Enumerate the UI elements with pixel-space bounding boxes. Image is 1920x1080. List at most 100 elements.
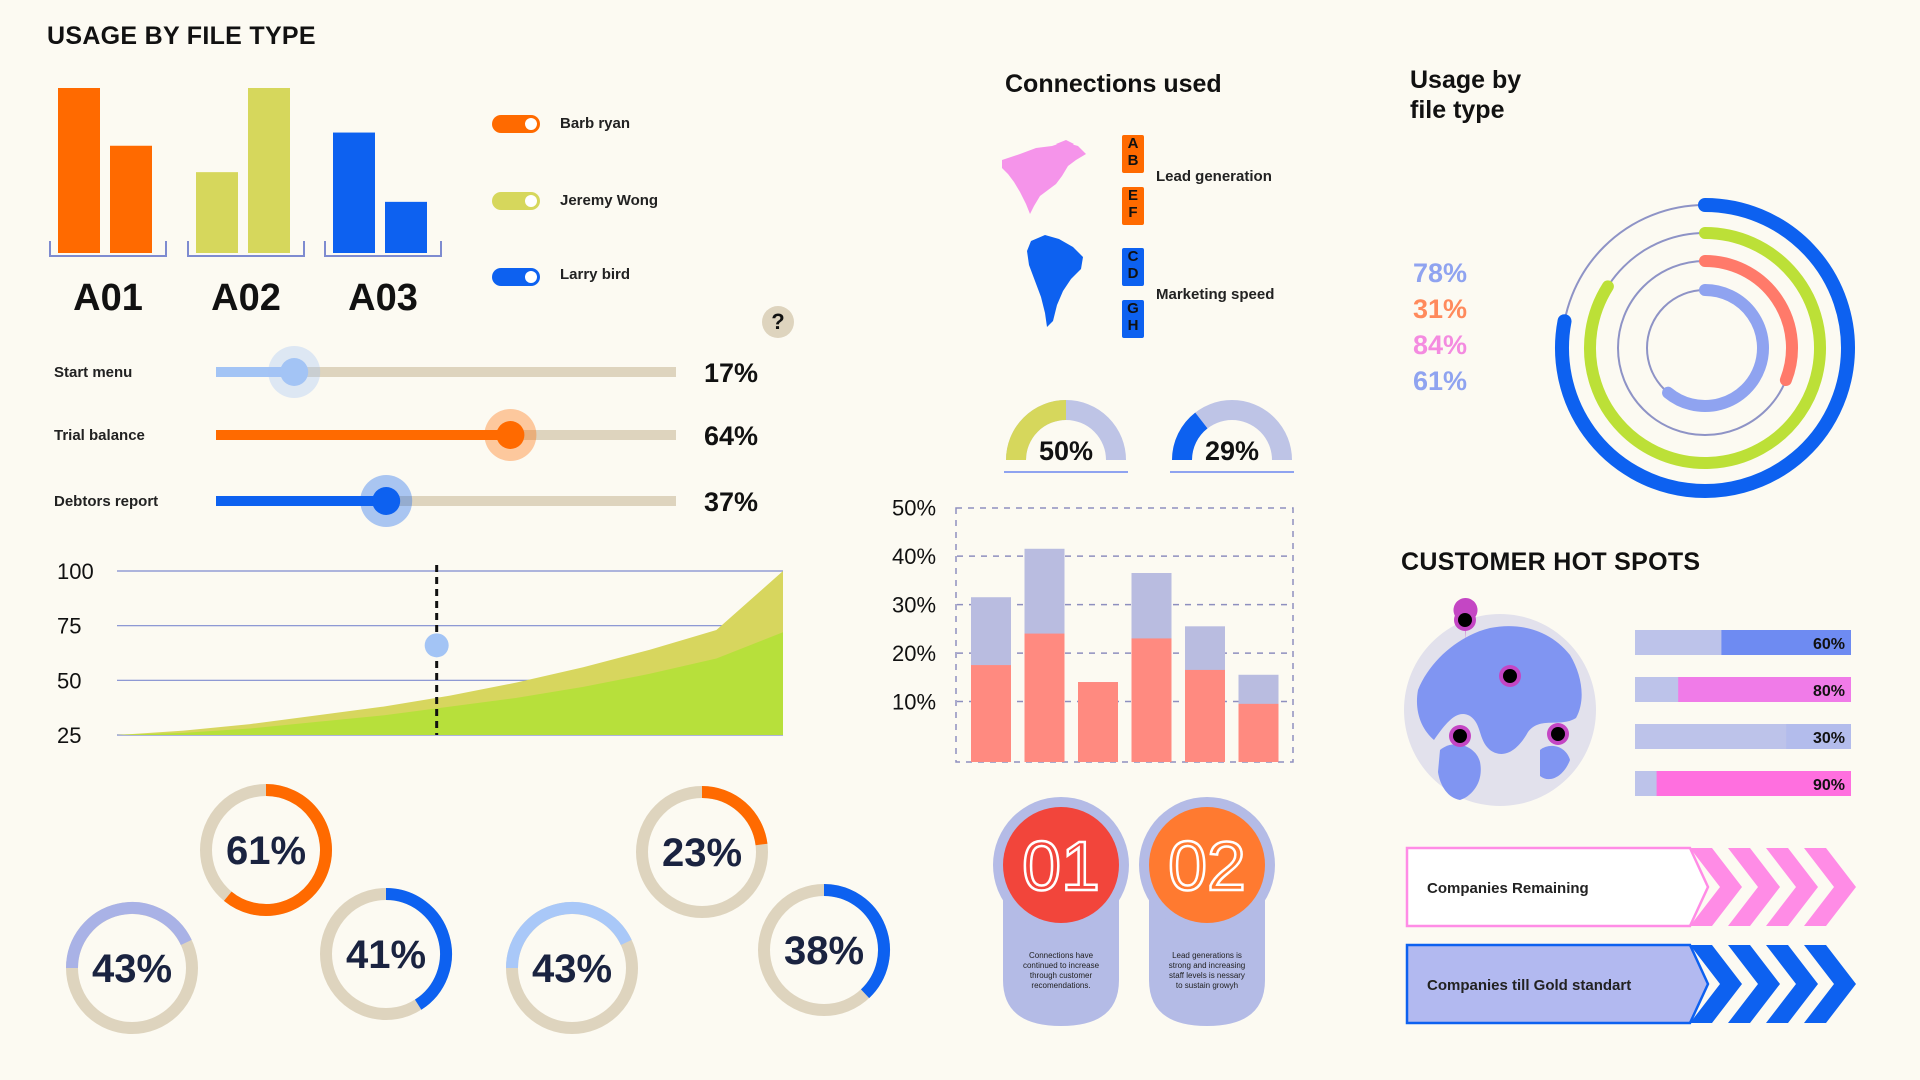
slider-value: 37% xyxy=(704,487,758,517)
bar-a03 xyxy=(385,201,427,253)
ring-arc xyxy=(1662,284,1769,412)
stacked-bar-chart: 10% 20% 30% 40% 50% xyxy=(892,496,1294,763)
step-description: Connections have xyxy=(1029,951,1094,960)
y-tick-label: 100 xyxy=(57,559,94,584)
south-america-map-icon xyxy=(1027,235,1083,327)
slider-label: Debtors report xyxy=(54,493,158,510)
slider-value: 64% xyxy=(704,421,758,451)
legend-larry-bird[interactable]: Larry bird xyxy=(492,264,692,286)
category-bracket xyxy=(49,241,167,257)
donut-arc xyxy=(823,884,890,999)
donut-value: 41% xyxy=(346,933,426,977)
step-description: continued to increase xyxy=(1023,961,1100,970)
stacked-bar-bottom xyxy=(1131,638,1172,762)
category-label: A01 xyxy=(73,277,143,319)
stacked-bar-bottom xyxy=(1078,682,1118,762)
gauge-value: 29% xyxy=(1205,436,1259,466)
stacked-bar-bottom xyxy=(1185,669,1225,762)
chevron-icon xyxy=(1804,945,1856,1023)
chevron-icon xyxy=(1766,945,1818,1023)
usage-by-file-type-title: USAGE BY FILE TYPE xyxy=(47,22,316,50)
chevron-icon xyxy=(1804,848,1856,926)
bar-a01 xyxy=(58,88,100,253)
gauge-arc xyxy=(1172,412,1208,461)
slider-thumb xyxy=(496,421,525,449)
slider-fill xyxy=(216,496,387,506)
north-america-map-icon xyxy=(1002,140,1086,214)
legend-jeremy-wong[interactable]: Jeremy Wong xyxy=(492,190,692,212)
usage-rings-labels: 78% 31% 84% 61% xyxy=(1413,255,1467,399)
y-tick-label: 30% xyxy=(892,593,936,618)
area-series-2 xyxy=(117,632,783,735)
y-tick-label: 25 xyxy=(57,723,81,748)
step-description: to sustain growyh xyxy=(1176,981,1238,990)
donut-arc xyxy=(223,784,332,916)
step-circle xyxy=(1003,807,1119,923)
donut-value: 43% xyxy=(92,947,172,991)
donut-value: 43% xyxy=(532,947,612,991)
globe-with-pins-icon xyxy=(1404,598,1596,806)
chevron-icon xyxy=(1766,848,1818,926)
y-tick-label: 50% xyxy=(892,496,936,521)
chevron-icon xyxy=(1690,945,1742,1023)
bar-a03 xyxy=(333,132,375,253)
gauge-arc xyxy=(1006,400,1067,461)
chevron-icon xyxy=(1728,945,1780,1023)
hot-spots-title: CUSTOMER HOT SPOTS xyxy=(1401,548,1701,576)
hot-bar-value: 90% xyxy=(1813,777,1845,794)
category-bracket xyxy=(187,241,305,257)
ring-value-label: 31% xyxy=(1413,294,1468,324)
slider-value: 17% xyxy=(704,358,758,388)
toggle-larry-bird[interactable] xyxy=(492,268,540,286)
donut-value: 23% xyxy=(662,831,742,875)
donut-value: 38% xyxy=(784,929,864,973)
slider-track xyxy=(216,367,676,377)
usage-rings-title-line2: file type xyxy=(1410,96,1505,124)
connections-title: Connections used xyxy=(1005,70,1222,98)
stacked-bar-bottom xyxy=(1024,633,1065,762)
donut-arc xyxy=(385,888,452,1010)
chevron-icon xyxy=(1728,848,1780,926)
percentage-donuts: 61% 43% 41% 23% 43% 38% xyxy=(66,784,890,1034)
hot-bar-value: 80% xyxy=(1813,683,1845,700)
area-chart: 25 50 75 100 xyxy=(57,559,783,748)
legend-label: Larry bird xyxy=(560,266,631,283)
help-icon[interactable]: ? xyxy=(762,306,794,338)
marketing-speed-label: Marketing speed xyxy=(1156,286,1275,303)
hot-bar-value: 30% xyxy=(1813,730,1845,747)
slider-thumb xyxy=(372,487,401,515)
hot-spot-bars: 60% 80% 30% 90% xyxy=(1635,630,1851,796)
category-label: A02 xyxy=(211,277,281,319)
bar-a02 xyxy=(248,88,290,253)
step-description: recomendations. xyxy=(1031,981,1090,990)
toggle-jeremy-wong[interactable] xyxy=(492,192,540,210)
ring-arc xyxy=(1699,255,1798,387)
y-tick-label: 40% xyxy=(892,544,936,569)
slider-label: Trial balance xyxy=(54,427,145,444)
half-gauges: 50% 29% xyxy=(1004,400,1294,473)
y-tick-label: 75 xyxy=(57,614,81,639)
slider-fill xyxy=(216,430,511,440)
legend-barb-ryan[interactable]: Barb ryan xyxy=(492,113,692,135)
arrow-banner-label: Companies Remaining xyxy=(1427,880,1589,897)
usage-rings-title: Usage by file type xyxy=(1410,65,1521,125)
toggle-barb-ryan[interactable] xyxy=(492,115,540,133)
step-circle xyxy=(1149,807,1265,923)
y-tick-label: 10% xyxy=(892,690,936,715)
hot-bar-value: 60% xyxy=(1813,636,1845,653)
hot-bar-fill xyxy=(1721,630,1851,655)
ring-value-label: 84% xyxy=(1413,330,1468,360)
legend-label: Barb ryan xyxy=(560,115,631,132)
step-description: strong and increasing xyxy=(1169,961,1246,970)
slider-label: Start menu xyxy=(54,364,132,381)
donut-value: 61% xyxy=(226,829,306,873)
donut-arc xyxy=(506,902,632,969)
arrow-banner xyxy=(1405,943,1710,1025)
bar-a01 xyxy=(110,145,152,253)
step-number: 01 xyxy=(1022,827,1100,905)
bar-a02 xyxy=(196,172,238,253)
lead-generation-label: Lead generation xyxy=(1156,168,1272,185)
